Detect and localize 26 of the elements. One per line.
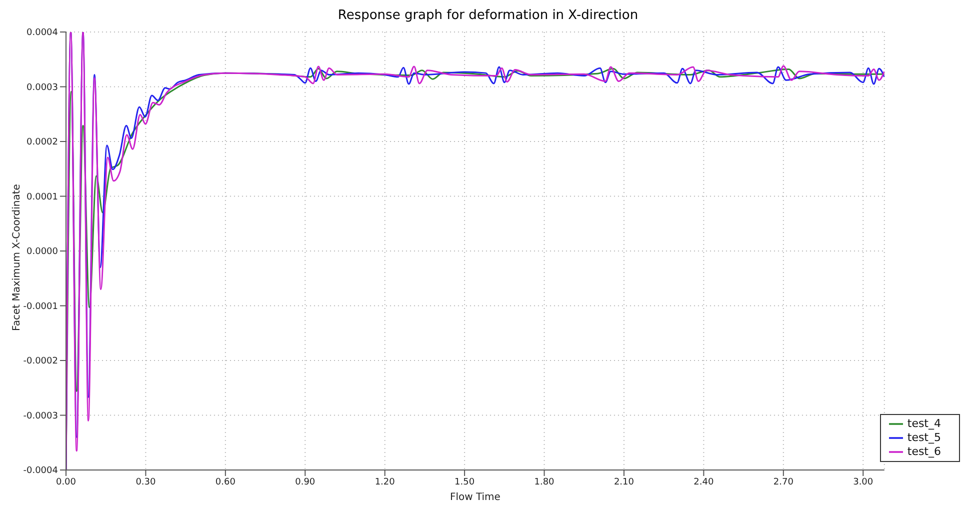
y-axis-title: Facet Maximum X-Coordinate xyxy=(12,184,23,331)
y-tick-label: 0.0004 xyxy=(26,28,58,38)
y-tick-label: -0.0003 xyxy=(23,411,58,422)
x-tick-label: 2.70 xyxy=(773,477,794,488)
x-tick-label: 0.90 xyxy=(295,477,316,488)
y-tick-label: 0.0003 xyxy=(26,82,58,93)
y-tick-label: 0.0001 xyxy=(26,192,58,202)
x-tick-label: 3.00 xyxy=(853,477,874,488)
x-tick-label: 1.80 xyxy=(534,477,555,488)
x-tick-label: 0.00 xyxy=(56,477,76,488)
y-tick-label: -0.0004 xyxy=(23,466,58,476)
legend-label: test_6 xyxy=(907,445,941,458)
x-tick-label: 0.60 xyxy=(215,477,236,488)
y-tick-label: 0.0002 xyxy=(26,138,58,148)
legend-label: test_4 xyxy=(907,417,941,430)
y-tick-label: -0.0001 xyxy=(23,302,58,312)
x-tick-label: 2.10 xyxy=(614,477,634,488)
x-axis-title: Flow Time xyxy=(450,492,500,503)
x-tick-label: 1.50 xyxy=(454,477,475,488)
chart-title: Response graph for deformation in X-direction xyxy=(336,8,640,24)
x-tick-label: 0.30 xyxy=(136,477,156,488)
legend-label: test_5 xyxy=(907,431,941,444)
x-tick-label: 1.20 xyxy=(374,477,396,488)
y-tick-label: -0.0002 xyxy=(23,356,58,367)
y-tick-label: 0.0000 xyxy=(26,247,58,258)
x-tick-label: 2.40 xyxy=(694,477,714,488)
